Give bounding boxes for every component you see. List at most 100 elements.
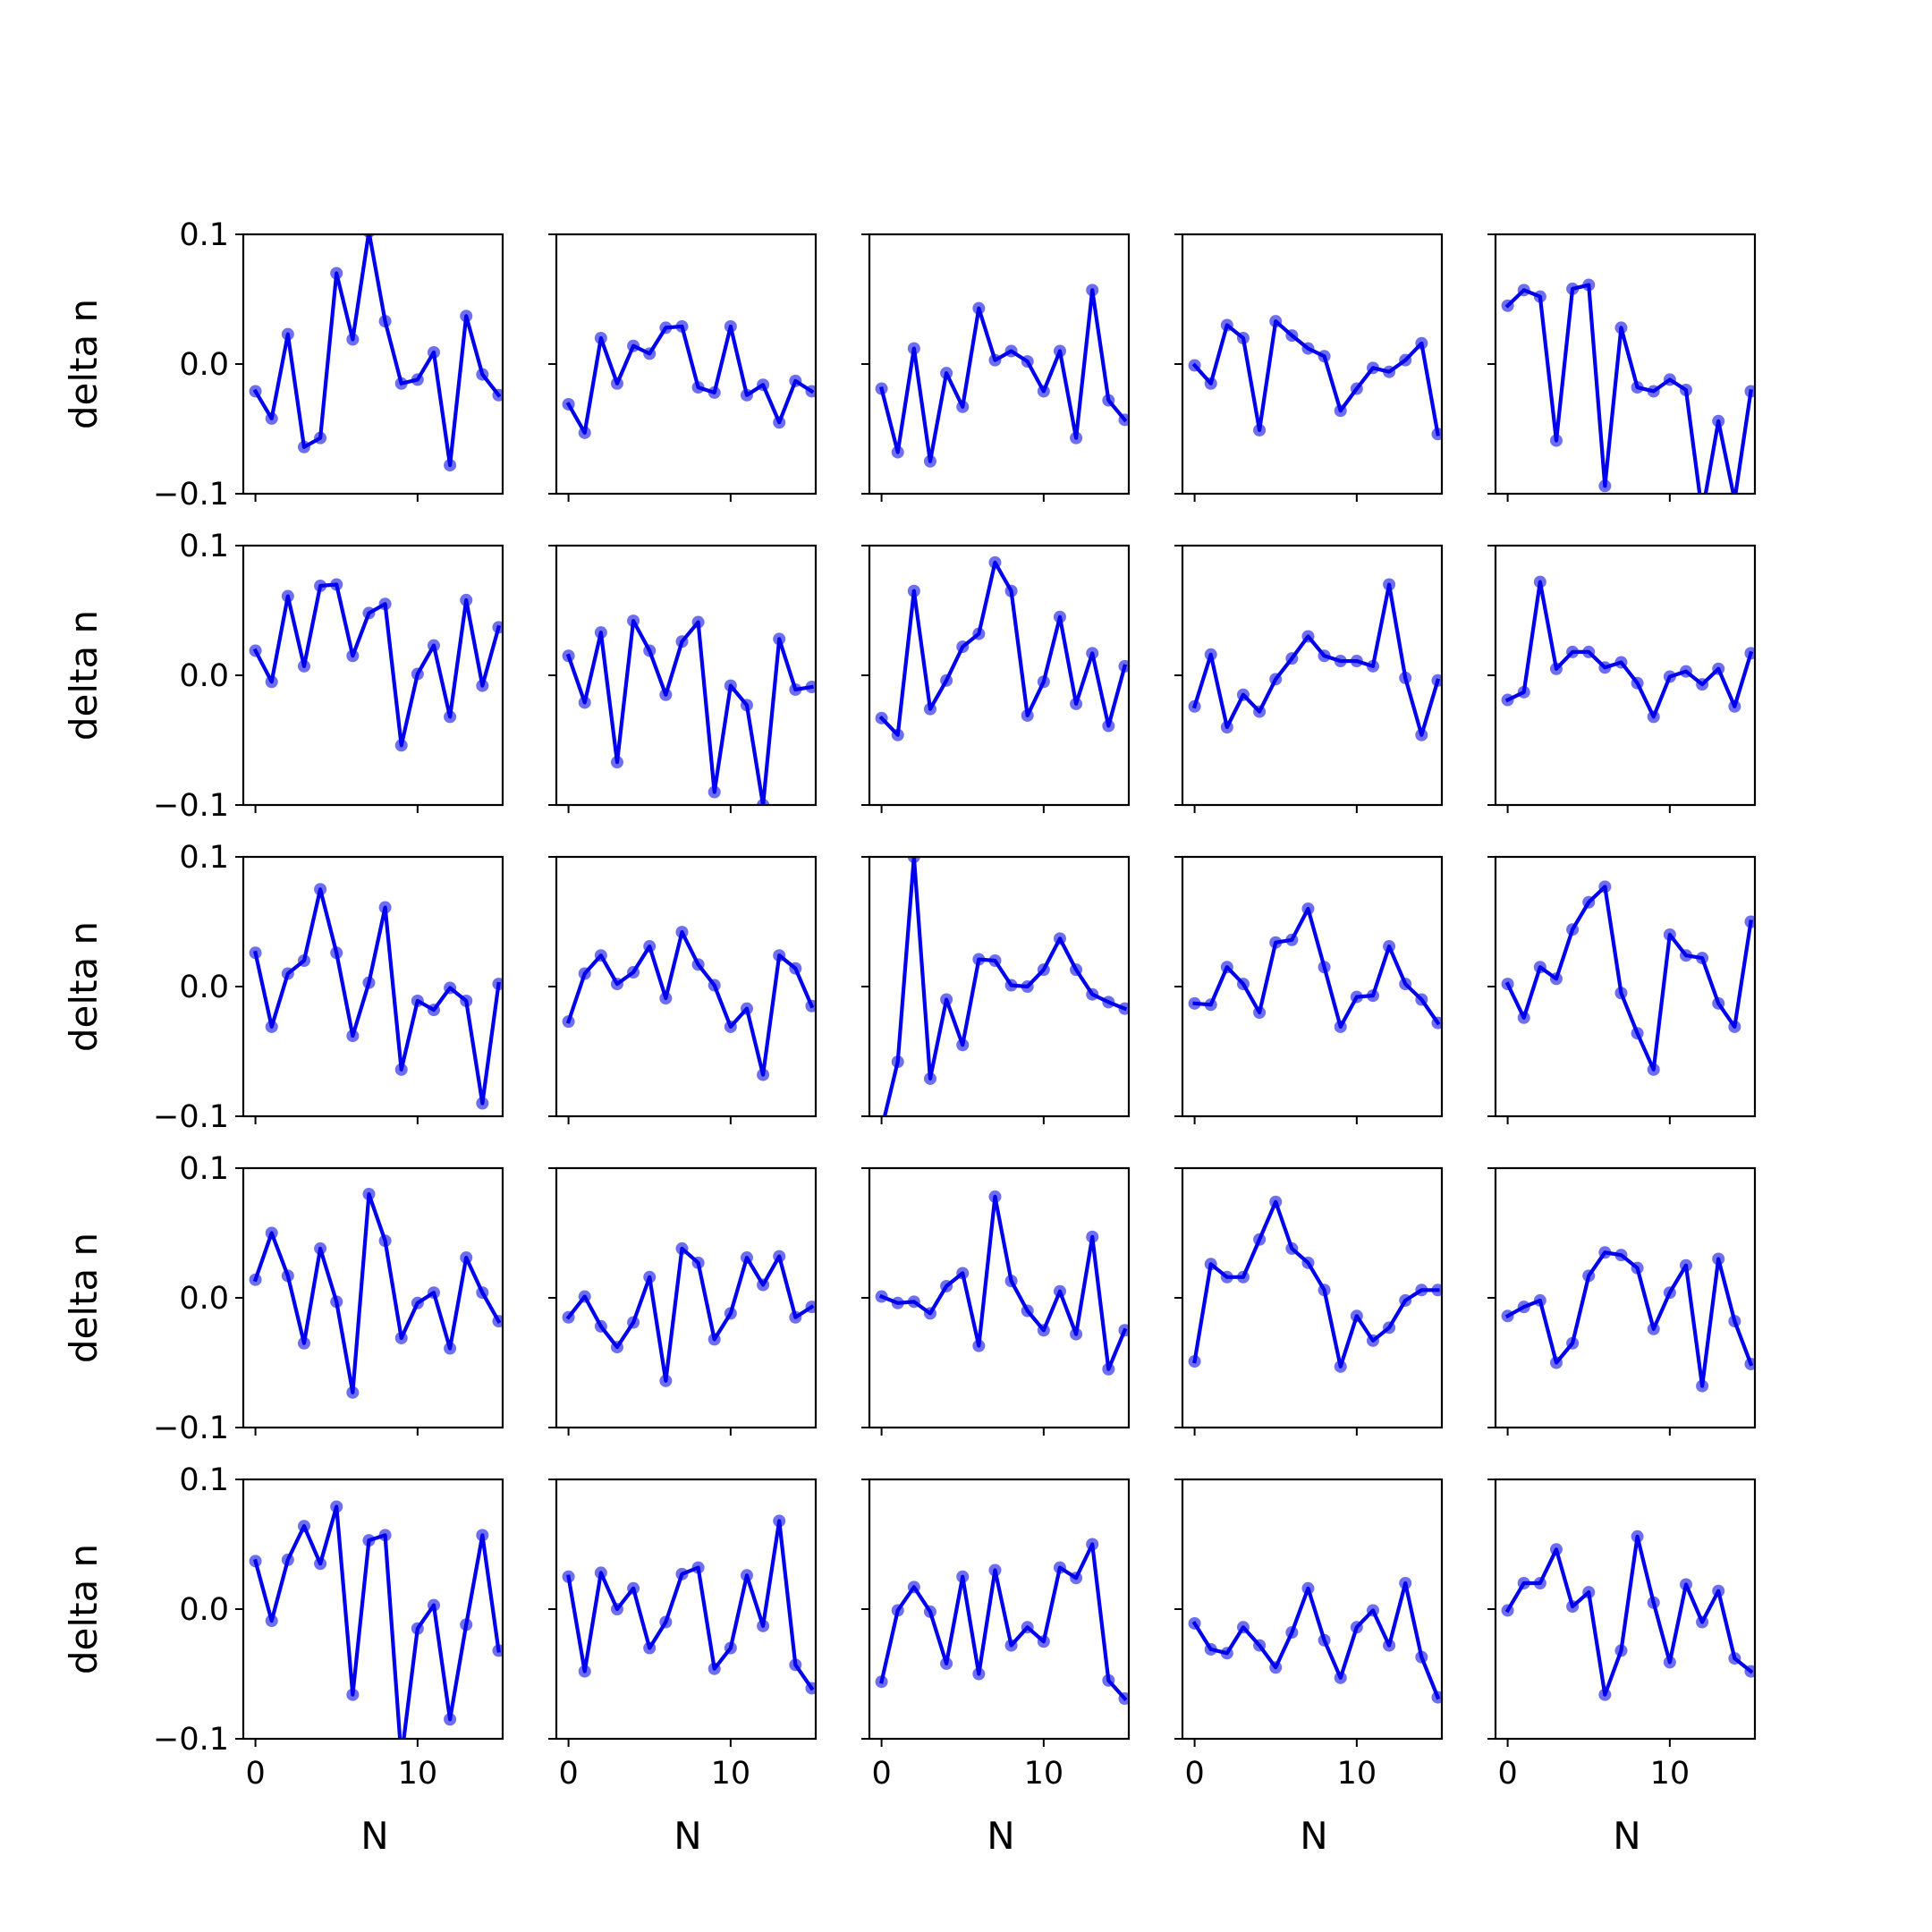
y-tick-label: −0.1 xyxy=(153,788,229,824)
series-group xyxy=(1501,278,1755,520)
subplot-r5-c1: −0.1 0.0 0.1 0 10 delta n N xyxy=(62,1462,504,1858)
subplot-r1-c4 xyxy=(1174,233,1444,502)
series-line xyxy=(1191,1580,1441,1700)
axes-frame xyxy=(868,1478,1131,1741)
series-group xyxy=(562,614,816,805)
subplot-r2-c5 xyxy=(1487,544,1757,813)
x-tick-label: 0 xyxy=(871,1756,891,1792)
y-tick-label: 0.0 xyxy=(179,1592,229,1628)
series-line xyxy=(565,618,814,805)
y-tick-label: 0.0 xyxy=(179,658,229,694)
subplot-r4-c3 xyxy=(861,1166,1131,1436)
x-tick-label: 0 xyxy=(1184,1756,1204,1792)
subplot-r3-c5 xyxy=(1487,855,1757,1124)
series-group xyxy=(562,1514,816,1695)
axes-frame xyxy=(1494,233,1757,496)
x-tick-label: 10 xyxy=(1650,1756,1690,1792)
y-axis-label: delta n xyxy=(62,610,106,741)
series-line xyxy=(253,887,501,1106)
y-tick-label: 0.0 xyxy=(179,1281,229,1317)
subplot-r5-c3: 0 10 N xyxy=(861,1478,1131,1858)
series-line xyxy=(1504,283,1753,494)
series-group xyxy=(562,1241,816,1387)
series-group xyxy=(249,1188,503,1399)
series-group xyxy=(1188,902,1442,1033)
subplot-r4-c2 xyxy=(548,1166,818,1436)
x-tick-label: 10 xyxy=(711,1756,751,1792)
series-group xyxy=(1188,1577,1442,1704)
y-tick-label: 0.1 xyxy=(179,529,229,564)
x-tick-label: 0 xyxy=(1497,1756,1517,1792)
subplot-r2-c2 xyxy=(548,544,818,813)
y-axis-label: delta n xyxy=(62,1233,106,1363)
x-tick-label: 10 xyxy=(1337,1756,1377,1792)
series-group xyxy=(249,883,503,1110)
series-group xyxy=(562,319,816,439)
series-group xyxy=(562,926,816,1081)
series-group xyxy=(875,1190,1129,1376)
y-tick-label: 0.0 xyxy=(179,347,229,383)
x-axis-label: N xyxy=(360,1814,388,1858)
y-axis-label: delta n xyxy=(62,299,106,429)
axes-frame xyxy=(242,1478,504,1741)
series-line xyxy=(252,582,502,748)
axes-frame xyxy=(242,544,504,807)
series-line xyxy=(1191,319,1440,436)
subplot-r3-c4 xyxy=(1174,855,1444,1124)
series-line xyxy=(252,1191,502,1394)
series-group xyxy=(1501,1530,1755,1701)
y-tick-label: 0.0 xyxy=(179,970,229,1005)
series-group xyxy=(249,1500,503,1739)
subplot-r5-c4: 0 10 N xyxy=(1174,1478,1444,1858)
y-tick-label: 0.1 xyxy=(179,217,229,253)
series-group xyxy=(1188,578,1442,741)
data-point xyxy=(1728,494,1741,506)
series-group xyxy=(875,555,1129,741)
axes-frame xyxy=(868,1166,1131,1429)
subplot-r3-c3 xyxy=(861,855,1131,1136)
x-axis-label: N xyxy=(1300,1814,1327,1858)
series-group xyxy=(1501,1246,1755,1393)
subplot-r5-c2: 0 10 N xyxy=(548,1478,818,1858)
series-group xyxy=(1188,1195,1442,1373)
y-tick-label: −0.1 xyxy=(153,1099,229,1135)
data-point xyxy=(876,1123,888,1136)
axes-frame xyxy=(868,855,1131,1118)
x-axis-label: N xyxy=(987,1814,1014,1858)
series-group xyxy=(875,284,1129,468)
series-line xyxy=(565,1246,815,1383)
x-tick-label: 0 xyxy=(245,1756,265,1792)
x-tick-label: 0 xyxy=(558,1756,578,1792)
series-line xyxy=(1192,906,1441,1030)
series-line xyxy=(565,324,815,435)
series-group xyxy=(1188,315,1442,441)
series-line xyxy=(1504,1534,1754,1697)
series-line xyxy=(253,1504,501,1739)
series-group xyxy=(249,234,503,472)
subplot-r1-c3 xyxy=(861,233,1131,502)
series-group xyxy=(1501,880,1755,1076)
subplot-r4-c4 xyxy=(1174,1166,1444,1436)
series-group xyxy=(876,857,1129,1136)
series-line xyxy=(252,234,502,468)
series-line xyxy=(1192,1199,1440,1368)
subplot-r2-c1: −0.1 0.0 0.1 delta n xyxy=(62,529,504,824)
series-line xyxy=(1504,885,1753,1072)
subplot-r1-c2 xyxy=(548,233,818,502)
series-line xyxy=(566,1519,815,1691)
subplot-r1-c5 xyxy=(1487,233,1757,520)
subplot-r3-c1: −0.1 0.0 0.1 delta n xyxy=(62,840,504,1135)
series-line xyxy=(1191,582,1441,737)
y-axis-label: delta n xyxy=(62,1544,106,1674)
data-point xyxy=(1696,507,1708,520)
y-tick-label: 0.1 xyxy=(179,1151,229,1187)
series-group xyxy=(875,1538,1129,1706)
y-tick-label: −0.1 xyxy=(153,477,229,513)
subplot-r3-c2 xyxy=(548,855,818,1124)
series-line xyxy=(882,857,1128,1116)
series-group xyxy=(249,578,503,752)
series-line xyxy=(1504,1250,1754,1388)
series-line xyxy=(879,288,1128,463)
subplot-grid: −0.1 0.0 0.1 delta n −0.1 0.0 0.1 delta n −0.1 0.… xyxy=(62,217,1757,1858)
